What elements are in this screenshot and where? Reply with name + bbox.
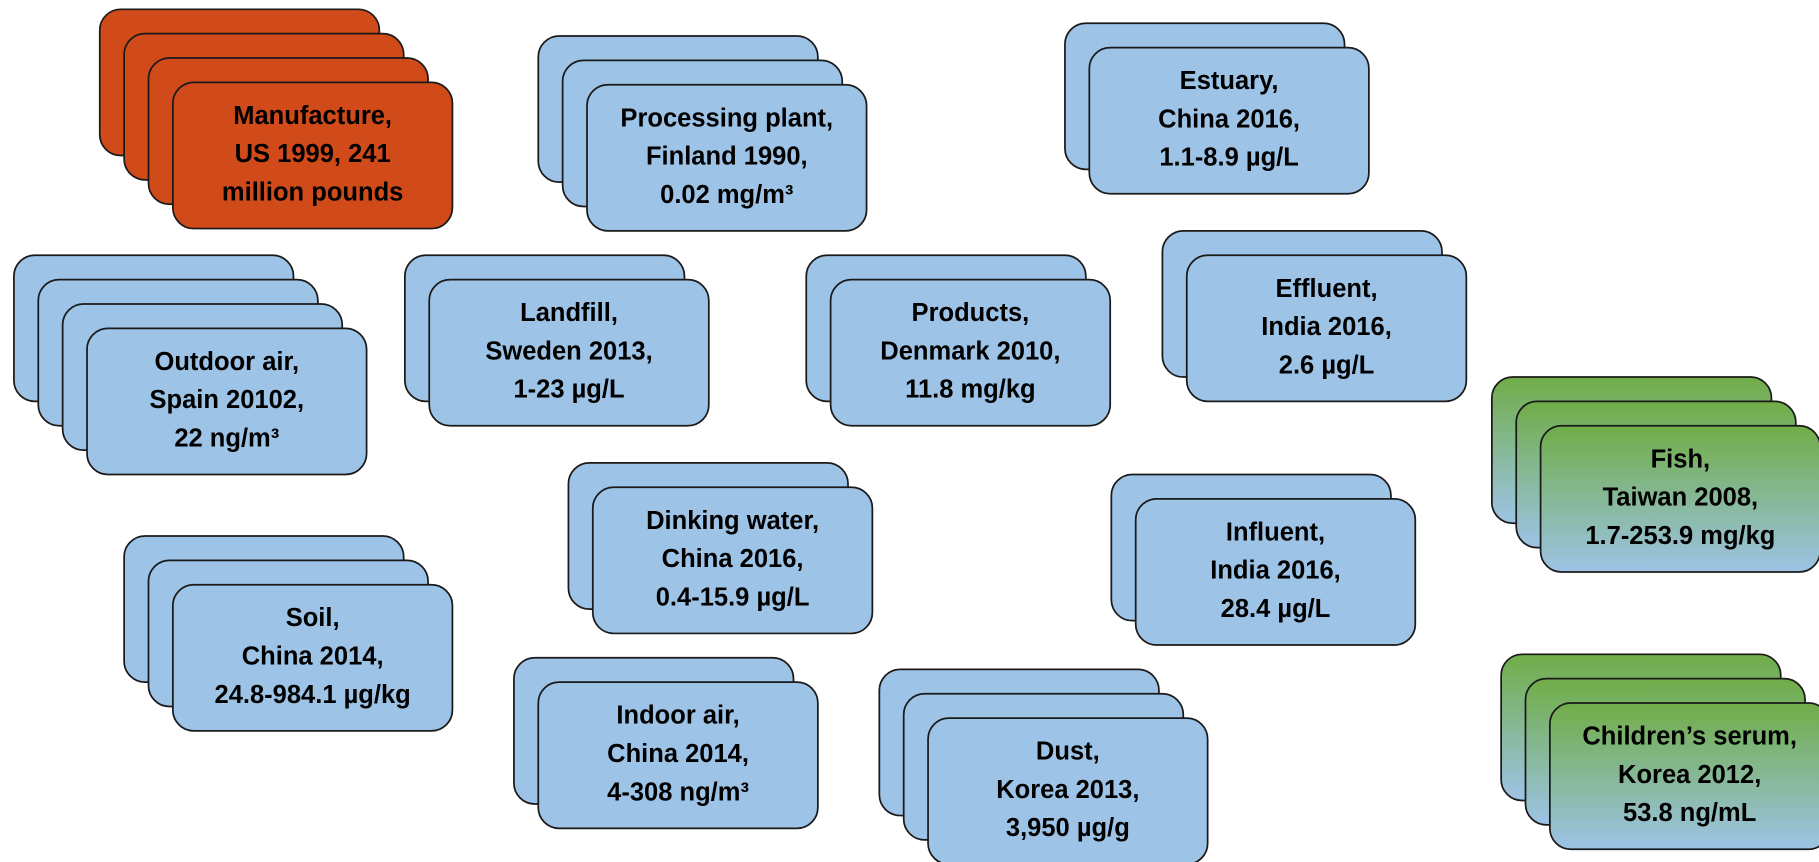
card [1539,424,1819,573]
card [171,81,454,230]
node-stack: Indoor air, China 2014, 4-308 ng/m³ [513,656,819,830]
card-line: US 1999, 241 [235,140,391,168]
card-line: 1-23 µg/L [513,376,624,404]
card-line: Outdoor air, [154,348,299,376]
card [829,278,1112,427]
card-line: 2.6 µg/L [1279,351,1375,379]
card-line: Soil, [286,604,340,632]
card-line: 22 ng/m³ [174,424,279,452]
card [1185,254,1468,403]
card [1548,702,1819,851]
card [927,717,1209,862]
card-line: Indoor air, [616,702,739,730]
card [586,83,868,232]
card-line: Estuary, [1180,67,1279,95]
node-stack: Products, Denmark 2010, 11.8 mg/kg [805,254,1112,427]
node-stack: Estuary, China 2016, 1.1-8.9 µg/L [1064,22,1370,195]
card-line: Sweden 2013, [485,337,652,365]
card-line: 1.1-8.9 µg/L [1159,144,1299,172]
card-line: 0.4-15.9 µg/L [656,583,810,611]
card-line: Finland 1990, [646,143,808,171]
card-line: China 2016, [1158,105,1300,133]
card-line: 0.02 mg/m³ [660,181,793,209]
card-line: China 2016, [662,545,804,573]
card-line: India 2016, [1210,557,1340,585]
card-line: Products, [912,299,1030,327]
node-stack: Outdoor air, Spain 20102, 22 ng/m³ [13,254,368,476]
card-line: Spain 20102, [149,386,304,414]
card [1088,46,1370,195]
card-line: Fish, [1651,445,1711,473]
card [428,278,710,427]
card-line: China 2014, [242,643,384,671]
card [86,327,368,476]
card-line: Dust, [1036,738,1100,766]
card [591,486,874,635]
card-line: 53.8 ng/mL [1623,799,1756,827]
card-line: Manufacture, [233,102,392,130]
node-stack: Dust, Korea 2013, 3,950 µg/g [878,668,1209,862]
card-line: Processing plant, [620,104,833,132]
card-line: Children’s serum, [1582,723,1797,751]
card-line: 1.7-253.9 mg/kg [1585,522,1775,550]
card-line: 3,950 µg/g [1006,814,1130,842]
card-line: Denmark 2010, [880,337,1060,365]
card [537,681,819,830]
card-line: China 2014, [607,740,749,768]
card [1134,497,1417,646]
node-stack: Landfill, Sweden 2013, 1-23 µg/L [403,254,710,427]
card-line: 4-308 ng/m³ [607,778,749,806]
card [171,583,454,732]
node-stack: Soil, China 2014, 24.8-984.1 µg/kg [123,535,454,732]
card-line: Dinking water, [646,507,819,535]
card-line: Taiwan 2008, [1603,484,1759,512]
card-line: Effluent, [1276,275,1378,303]
card-line: 28.4 µg/L [1221,595,1331,623]
card-line: Landfill, [520,299,618,327]
node-stack: Fish, Taiwan 2008, 1.7-253.9 mg/kg [1490,376,1819,573]
node-stack: Influent, India 2016, 28.4 µg/L [1110,473,1417,646]
card-line: 24.8-984.1 µg/kg [215,681,411,709]
node-stack: Manufacture, US 1999, 241 million pounds [98,8,454,230]
node-stack: Processing plant, Finland 1990, 0.02 mg/m³ [537,35,868,232]
card-line: Korea 2012, [1618,761,1761,789]
node-stack: Effluent, India 2016, 2.6 µg/L [1161,230,1468,403]
card-line: Korea 2013, [996,776,1139,804]
card-line: India 2016, [1261,313,1391,341]
card-line: 11.8 mg/kg [905,376,1035,404]
node-stack: Dinking water, China 2016, 0.4-15.9 µg/L [567,462,874,635]
card-line: Influent, [1226,518,1325,546]
card-line: million pounds [222,178,403,206]
node-stack: Children’s serum, Korea 2012, 53.8 ng/mL [1500,653,1819,851]
